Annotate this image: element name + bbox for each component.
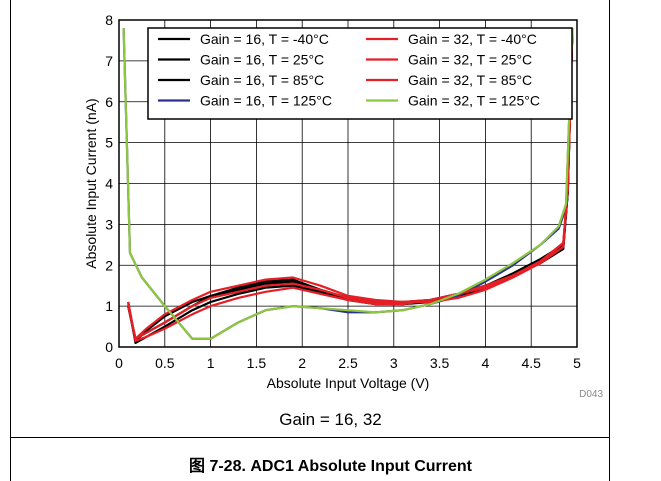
y-tick-label: 3 [105,216,113,232]
caption-divider [10,437,610,438]
y-axis-label: Absolute Input Current (nA) [83,98,99,268]
x-tick-label: 0.5 [155,355,175,371]
legend-entry: Gain = 16, T = 125°C [200,93,332,109]
x-tick-label: 1.5 [247,355,267,371]
y-tick-label: 2 [105,257,113,273]
x-tick-label: 3 [390,355,398,371]
y-tick-label: 7 [105,53,113,69]
x-tick-label: 1 [207,355,215,371]
y-tick-label: 5 [105,135,113,151]
plot-border [118,19,578,348]
x-tick-label: 2.5 [338,355,358,371]
legend-box [147,27,573,120]
series-line-8 [122,28,574,340]
chart: 0 0.5 1 1.5 2 2.5 3 3.5 4 4.5 5 0 1 2 3 4 5 6 7 8 Absolute… [83,12,603,400]
legend-entry: Gain = 16, T = -40°C [200,31,329,47]
legend-entry: Gain = 32, T = 25°C [408,52,532,68]
legend: Gain = 16, T = -40°C Gain = 16, T = 25°C G… [147,27,573,120]
x-tick-label: 4 [482,355,490,371]
y-tick-label: 6 [105,94,113,110]
x-tick-label: 3.5 [430,355,450,371]
x-tick-label: 2 [298,355,306,371]
x-tick-labels: 0 0.5 1 1.5 2 2.5 3 3.5 4 4.5 5 [115,355,581,371]
legend-entry: Gain = 16, T = 85°C [200,72,324,88]
figure-frame [10,0,610,481]
y-tick-label: 0 [105,339,113,355]
x-tick-label: 5 [573,355,581,371]
legend-entry: Gain = 32, T = 85°C [408,72,532,88]
y-tick-labels: 0 1 2 3 4 5 6 7 8 [105,12,113,355]
chart-subcaption: Gain = 16, 32 [279,410,382,429]
y-tick-label: 1 [105,298,113,314]
x-tick-label: 0 [115,355,123,371]
legend-entry: Gain = 16, T = 25°C [200,52,324,68]
series-line-7 [127,28,574,342]
x-tick-label: 4.5 [521,355,541,371]
y-tick-label: 4 [105,176,113,192]
figure-caption: 图 7-28. ADC1 Absolute Input Current [189,458,472,475]
series-lines [122,28,574,344]
y-tick-label: 8 [105,12,113,28]
legend-entry: Gain = 32, T = -40°C [408,31,537,47]
legend-entry: Gain = 32, T = 125°C [408,93,540,109]
chart-code: D043 [579,389,603,400]
x-axis-label: Absolute Input Voltage (V) [267,375,430,391]
